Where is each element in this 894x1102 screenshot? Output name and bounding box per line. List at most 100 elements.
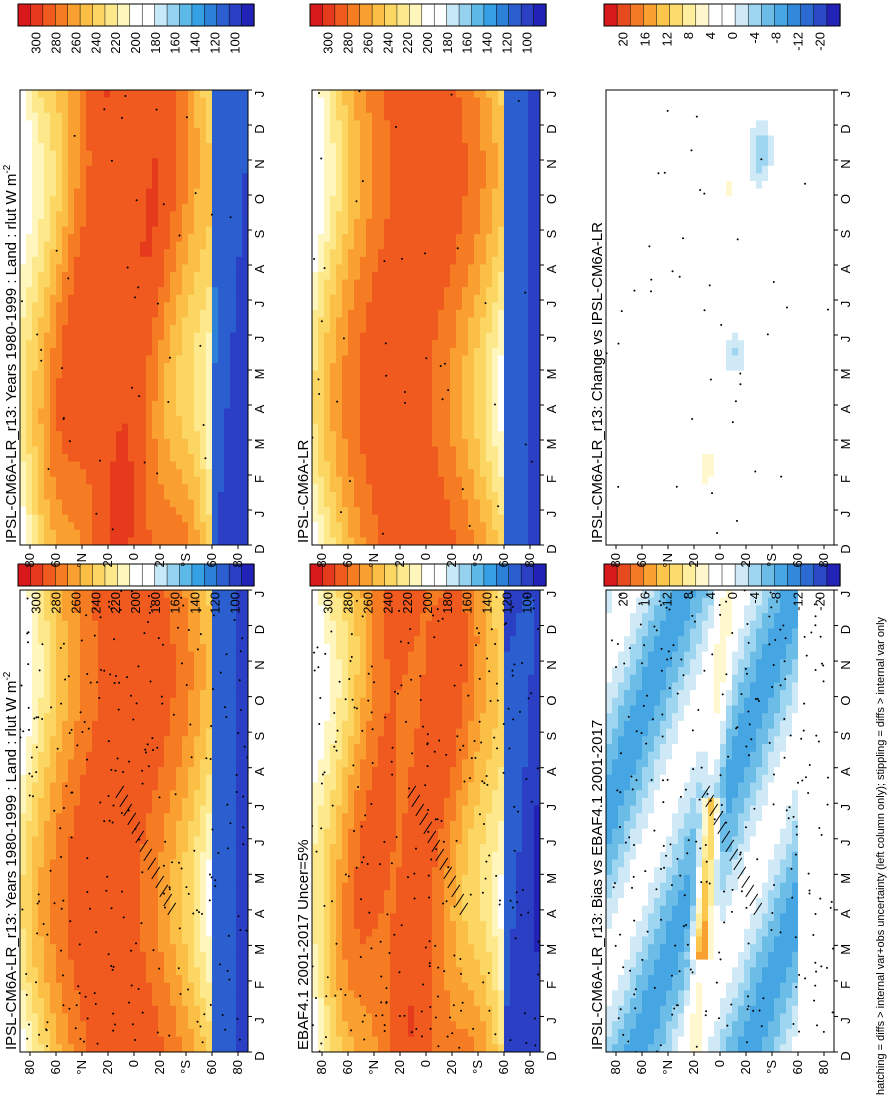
cell [164, 913, 171, 922]
cell [236, 423, 243, 432]
month-label: D [252, 124, 267, 133]
cell [224, 921, 231, 930]
cell [164, 484, 171, 493]
cell [218, 127, 225, 137]
cell [236, 226, 243, 235]
cell [110, 196, 117, 205]
cell [56, 890, 63, 899]
cell [236, 529, 243, 539]
cell [44, 643, 51, 653]
cell [170, 751, 177, 760]
cell [158, 867, 165, 876]
cell [44, 438, 51, 448]
cell [194, 226, 201, 235]
cell [230, 400, 237, 410]
cell [68, 408, 75, 417]
cell [194, 173, 201, 182]
cell [212, 332, 219, 341]
cell [206, 836, 213, 845]
cell [116, 241, 123, 250]
cell [92, 790, 99, 799]
cell [26, 529, 33, 539]
cell [194, 363, 201, 372]
cell [146, 782, 153, 791]
cell [200, 813, 207, 822]
cell [50, 805, 57, 814]
cell [68, 674, 75, 683]
cell [242, 188, 248, 197]
cell [242, 416, 248, 425]
cell [194, 751, 201, 760]
cell [170, 476, 177, 485]
cell [230, 461, 237, 470]
cell [170, 165, 177, 175]
cell [140, 165, 147, 175]
hatch-line [123, 803, 133, 817]
cell [158, 514, 165, 523]
cell [164, 438, 171, 448]
cell [206, 454, 213, 463]
cell [104, 790, 111, 799]
cell [236, 408, 243, 417]
cell [74, 491, 81, 501]
cell [146, 728, 153, 737]
cell [116, 821, 123, 830]
cell [212, 774, 219, 784]
cell [20, 782, 27, 791]
cell [224, 744, 231, 753]
cell [62, 844, 69, 853]
cell [134, 507, 141, 516]
cell [224, 905, 231, 914]
cell [68, 836, 75, 845]
cell [158, 643, 165, 653]
cell [236, 882, 243, 891]
cell [38, 499, 45, 508]
cell [50, 234, 57, 243]
cell [158, 196, 165, 205]
cell [158, 234, 165, 243]
cell [110, 782, 117, 791]
cell [80, 643, 87, 653]
cell [158, 416, 165, 425]
cell [188, 317, 195, 326]
cell [20, 844, 27, 853]
cell [20, 393, 27, 402]
colorbar-label: 140 [188, 592, 203, 614]
cell [188, 975, 195, 984]
cell [182, 1028, 189, 1038]
cell [86, 682, 93, 691]
cell [218, 476, 225, 485]
cell [50, 529, 57, 539]
cell [146, 851, 153, 861]
cell [176, 105, 183, 114]
cell [152, 921, 159, 930]
cell [116, 423, 123, 432]
cell [212, 967, 219, 976]
cell [164, 127, 171, 137]
cell [182, 203, 189, 212]
cell [140, 143, 147, 152]
cell [146, 446, 153, 455]
cell [50, 203, 57, 212]
cell [188, 173, 195, 182]
cell [86, 797, 93, 807]
cell [182, 597, 189, 606]
cell [182, 499, 189, 508]
cell [140, 529, 147, 539]
cell [80, 636, 87, 645]
cell [230, 226, 237, 235]
cell [62, 135, 69, 144]
cell [236, 378, 243, 387]
cell [50, 620, 57, 630]
cell [68, 287, 75, 296]
cell [200, 967, 207, 976]
cell [218, 705, 225, 714]
cell [38, 461, 45, 470]
stipple-dot [99, 801, 102, 804]
cell [38, 363, 45, 372]
cell [44, 264, 51, 273]
cell [194, 1036, 201, 1045]
cell [92, 347, 99, 357]
cell [116, 1013, 123, 1022]
cell [122, 921, 129, 930]
